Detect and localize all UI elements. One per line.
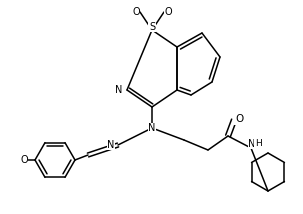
Text: O: O [20, 155, 28, 165]
Text: N: N [248, 139, 256, 149]
Text: O: O [132, 7, 140, 17]
Text: N: N [148, 123, 156, 133]
Text: N: N [107, 140, 115, 150]
Text: H: H [255, 140, 261, 149]
Text: N: N [115, 85, 123, 95]
Text: O: O [164, 7, 172, 17]
Text: S: S [149, 22, 155, 32]
Text: O: O [235, 114, 243, 124]
